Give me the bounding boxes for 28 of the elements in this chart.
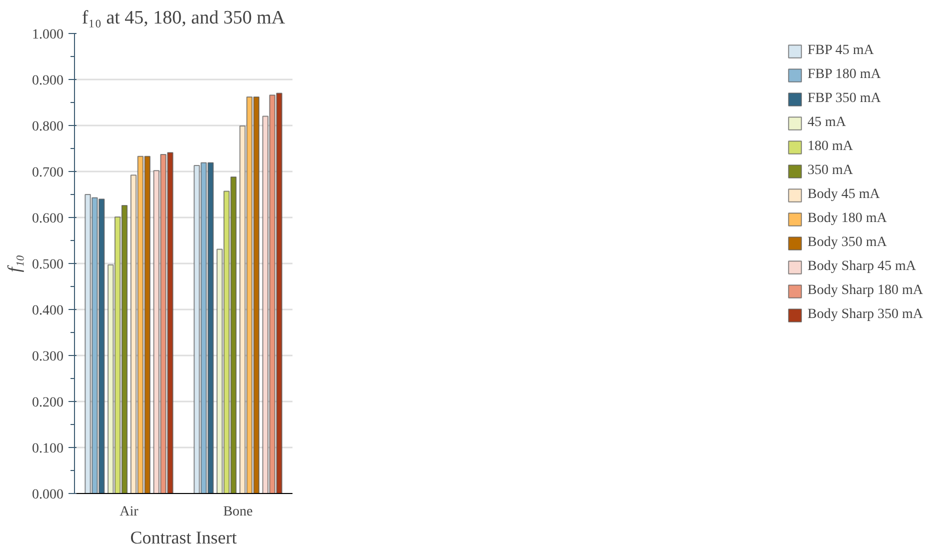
x-tick-label: Air xyxy=(120,504,139,520)
x-tick-label: Bone xyxy=(223,504,253,520)
legend-label: Body 180 mA xyxy=(808,211,887,227)
y-tick-label: 0.100 xyxy=(32,442,64,456)
legend-label: FBP 350 mA xyxy=(808,91,881,107)
y-tick-label: 0.500 xyxy=(32,258,64,272)
y-tick-label: 0.300 xyxy=(32,350,64,364)
legend-label: Body Sharp 350 mA xyxy=(808,307,923,323)
y-tick-label: 0.000 xyxy=(32,488,64,502)
y-axis-title: f₁₀ xyxy=(4,254,24,272)
legend-label: 350 mA xyxy=(808,163,853,179)
y-tick-label: 0.700 xyxy=(32,166,64,180)
x-axis-title: Contrast Insert xyxy=(130,528,237,548)
legend-label: Body Sharp 45 mA xyxy=(808,259,916,275)
legend-label: FBP 45 mA xyxy=(808,43,874,59)
legend-label: Body 350 mA xyxy=(808,235,887,251)
legend-label: 45 mA xyxy=(808,115,846,131)
y-tick-label: 0.200 xyxy=(32,396,64,410)
chart-title: f₁₀ at 45, 180, and 350 mA xyxy=(82,8,286,28)
y-tick-label: 0.400 xyxy=(32,304,64,318)
y-tick-label: 0.800 xyxy=(32,120,64,134)
y-tick-label: 0.900 xyxy=(32,74,64,88)
legend-label: Body Sharp 180 mA xyxy=(808,283,923,299)
legend-label: FBP 180 mA xyxy=(808,67,881,83)
legend-label: Body 45 mA xyxy=(808,187,880,203)
y-tick-label: 0.600 xyxy=(32,212,64,226)
legend-label: 180 mA xyxy=(808,139,853,155)
y-tick-label: 1.000 xyxy=(32,28,64,42)
